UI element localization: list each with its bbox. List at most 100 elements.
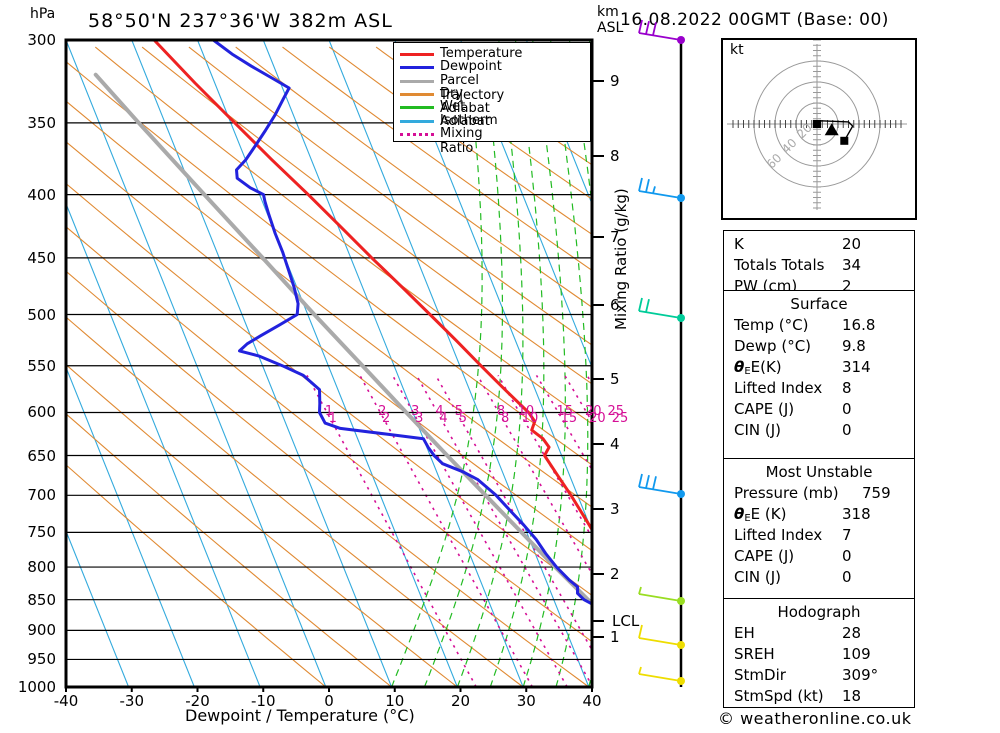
stat-key: Dewp (°C) <box>734 337 812 355</box>
legend-swatch <box>400 92 434 96</box>
pressure-tick-label: 1000 <box>17 678 56 696</box>
height-tick-label: 2 <box>610 565 620 583</box>
height-tick-label: 7 <box>610 228 620 246</box>
stat-key: CAPE (J) <box>734 547 795 565</box>
station-title: 58°50'N 237°36'W 382m ASL <box>88 10 393 32</box>
panel-indices: K 20 Totals Totals 34 PW (cm) 2 <box>723 230 915 295</box>
stat-value: 318 <box>842 505 871 523</box>
pressure-tick-label: 800 <box>27 558 56 577</box>
mixing-ratio-value-label: 15 <box>560 410 578 426</box>
mixing-ratio-value-label: 8 <box>496 403 506 419</box>
stat-value: 759 <box>862 484 891 502</box>
mixing-ratio-value-label: 8 <box>500 410 510 426</box>
stat-value: 34 <box>842 256 862 274</box>
stat-key: K <box>734 235 744 253</box>
stat-value: 314 <box>842 358 871 376</box>
height-tick-label: 9 <box>610 72 620 90</box>
legend-label: Isotherm <box>440 112 498 128</box>
stat-value: 0 <box>842 400 852 418</box>
panel-heading: Surface <box>790 295 848 313</box>
copyright-credit: © weatheronline.co.uk <box>718 709 912 728</box>
mixing-ratio-value-label: 15 <box>556 403 574 419</box>
pressure-tick-label: 450 <box>27 248 56 267</box>
stat-value: 0 <box>842 568 852 586</box>
legend-label: Dry Adiabat <box>440 85 490 116</box>
legend-label: Parcel Trajectory <box>440 72 505 103</box>
panel-surface: Surface Temp (°C) 16.8 Dewp (°C) 9.8 θEE(K) 31… <box>723 290 915 460</box>
stat-value: 16.8 <box>842 316 876 334</box>
pressure-tick-label: 300 <box>27 31 56 49</box>
stat-key: θEE(K) <box>734 358 782 377</box>
legend-label: Mixing Ratio <box>440 125 483 156</box>
height-tick-label: 4 <box>610 435 620 453</box>
stat-key: EH <box>734 624 755 642</box>
stat-key: Temp (°C) <box>734 316 809 334</box>
panel-most-unstable: Most Unstable Pressure (mb) 759 θEE (K) 318 L… <box>723 458 915 600</box>
mixing-ratio-value-label: 2 <box>378 403 387 419</box>
temperature-tick-label: -30 <box>119 692 145 710</box>
temperature-tick-label: 40 <box>582 692 602 710</box>
legend-swatch <box>400 106 434 110</box>
stat-key: Lifted Index <box>734 526 823 544</box>
mixing-ratio-value-label: 5 <box>454 403 464 419</box>
legend-label: Wet Adiabat <box>440 99 490 130</box>
legend-label: Dewpoint <box>440 59 502 75</box>
stat-value: 2 <box>842 277 852 295</box>
height-tick-label: 3 <box>610 500 620 518</box>
pressure-tick-label: 650 <box>27 446 56 465</box>
panel-heading: Most Unstable <box>765 463 873 481</box>
pressure-tick-label: 850 <box>27 590 56 609</box>
pressure-axis-unit-label: hPa <box>30 6 56 22</box>
mixing-ratio-axis-title: Mixing Ratio (g/kg) <box>612 188 630 330</box>
temperature-tick-label: -40 <box>53 692 79 710</box>
stat-key: CIN (J) <box>734 421 782 439</box>
temperature-tick-label: -10 <box>251 692 276 710</box>
stat-value: 0 <box>842 421 852 439</box>
stat-value: 20 <box>842 235 862 253</box>
svg-text:60: 60 <box>764 151 785 172</box>
stat-key: CAPE (J) <box>734 400 795 418</box>
mixing-ratio-value-label: 10 <box>517 403 535 419</box>
legend-swatch <box>400 66 434 70</box>
mixing-ratio-value-label: 2 <box>382 410 391 426</box>
height-tick-label: 5 <box>610 370 620 388</box>
stat-value: 309° <box>842 666 879 684</box>
legend-swatch <box>400 79 434 83</box>
mixing-ratio-value-label: 25 <box>611 410 629 426</box>
stat-key: Totals Totals <box>734 256 825 274</box>
legend-swatch <box>400 119 434 123</box>
hodograph-plot: 20 40 60 <box>721 38 917 220</box>
mixing-ratio-value-label: 5 <box>458 410 467 426</box>
mixing-ratio-value-label: 10 <box>521 410 539 426</box>
temperature-tick-label: 30 <box>516 692 536 710</box>
legend-label: Temperature <box>440 46 523 61</box>
stat-key: SREH <box>734 645 775 663</box>
pressure-tick-label: 950 <box>27 650 56 669</box>
temperature-tick-label: 0 <box>324 692 334 710</box>
stat-key: CIN (J) <box>734 568 782 586</box>
temperature-tick-label: 20 <box>450 692 471 710</box>
stat-key: θEE (K) <box>734 505 787 524</box>
skewt-diagram <box>64 19 685 692</box>
panel-heading: Hodograph <box>777 603 861 621</box>
svg-text:40: 40 <box>779 136 800 157</box>
height-tick-label: 1 <box>610 628 620 646</box>
height-tick-label: 6 <box>610 296 620 314</box>
legend-swatch <box>400 53 434 56</box>
stat-value: 9.8 <box>842 337 866 355</box>
stat-value: 0 <box>842 547 852 565</box>
stat-value: 109 <box>842 645 871 663</box>
mixing-ratio-value-label: 3 <box>411 403 420 419</box>
forecast-datetime: 16.08.2022 00GMT (Base: 00) <box>620 10 889 30</box>
height-axis-asl-label: ASL <box>597 20 624 36</box>
stat-key: Lifted Index <box>734 379 823 397</box>
legend-swatch <box>400 132 434 136</box>
pressure-tick-label: 900 <box>27 621 56 640</box>
temperature-tick-label: -20 <box>185 692 210 710</box>
stat-value: 7 <box>842 526 852 544</box>
panel-hodograph: Hodograph EH 28 SREH 109 StmDir 309° StmSpd (kt… <box>723 598 915 708</box>
stat-key: StmSpd (kt) <box>734 687 824 705</box>
mixing-ratio-value-label: 1 <box>324 403 334 419</box>
stat-key: Pressure (mb) <box>734 484 839 502</box>
